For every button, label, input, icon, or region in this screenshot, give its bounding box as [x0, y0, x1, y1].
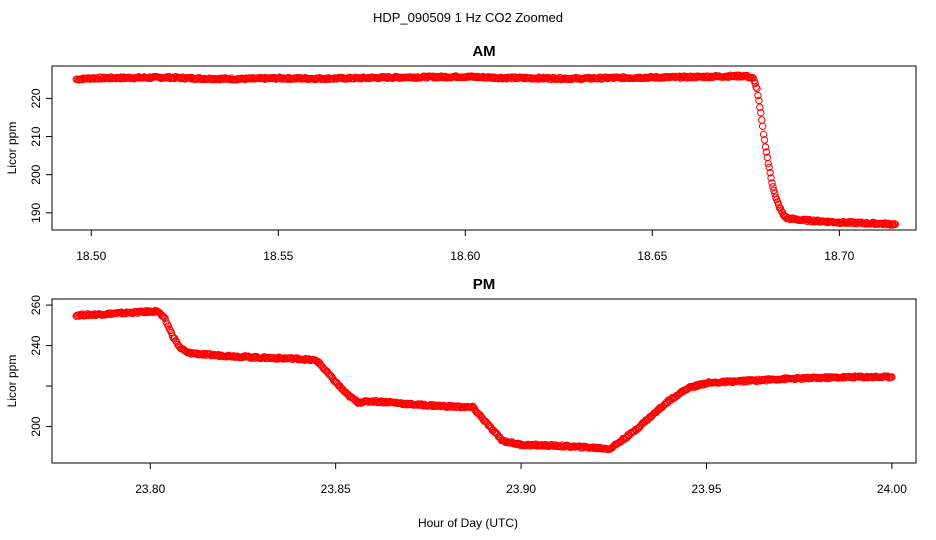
am-data-point	[766, 168, 774, 177]
am-panel-title: AM	[472, 43, 495, 60]
pm-data-point	[160, 313, 168, 321]
pm-data-point	[150, 307, 159, 316]
am-data-point	[752, 83, 760, 91]
pm-y-axis: 200 240 260	[29, 295, 53, 437]
am-data-point	[757, 109, 765, 117]
am-y-axis-label: Licor ppm	[5, 122, 19, 175]
am-x-tick-label: 18.50	[76, 249, 106, 263]
am-x-axis: 18.50 18.55 18.60 18.65 18.70	[76, 229, 855, 263]
pm-x-tick-label: 23.85	[321, 482, 351, 496]
am-x-tick-label: 18.65	[637, 249, 667, 263]
pm-data-point	[159, 312, 167, 320]
am-y-tick-label: 200	[29, 164, 43, 184]
pm-y-axis-label: Licor ppm	[5, 355, 19, 408]
figure-title: HDP_090509 1 Hz CO2 Zoomed	[373, 10, 563, 25]
am-x-tick-label: 18.55	[263, 249, 293, 263]
pm-data-point	[888, 373, 896, 381]
am-y-axis: 190 200 210 220	[29, 88, 53, 223]
pm-data-points	[72, 306, 896, 454]
am-data-point	[764, 159, 772, 168]
am-data-point	[891, 220, 900, 228]
am-data-point	[762, 148, 771, 156]
am-panel: AM Licor ppm 18.50 18.55 18.60 18.65 18.70 1…	[5, 43, 917, 263]
pm-data-point	[165, 325, 174, 333]
am-data-point	[751, 79, 759, 88]
am-y-tick-label: 220	[29, 88, 43, 108]
am-data-points	[72, 71, 900, 229]
am-y-tick-label: 190	[29, 203, 43, 223]
am-data-point	[753, 84, 761, 93]
am-data-point	[754, 91, 762, 100]
am-data-point	[756, 103, 764, 111]
pm-data-point	[884, 372, 892, 380]
pm-x-axis: 23.80 23.85 23.90 23.95 24.00	[135, 462, 907, 496]
am-data-point	[760, 136, 769, 144]
am-data-point	[774, 200, 783, 209]
am-x-tick-label: 18.60	[450, 249, 480, 263]
pm-panel-title: PM	[473, 276, 496, 293]
x-axis-label: Hour of Day (UTC)	[418, 516, 518, 530]
am-data-point	[768, 179, 776, 187]
am-data-point	[765, 163, 773, 172]
pm-x-tick-label: 24.00	[877, 482, 907, 496]
am-data-point	[767, 174, 775, 182]
am-data-point	[761, 143, 770, 151]
pm-data-point	[173, 337, 181, 346]
am-data-point	[770, 186, 778, 195]
am-y-tick-label: 210	[29, 126, 43, 146]
pm-y-tick-label: 240	[29, 335, 43, 355]
am-data-point	[769, 183, 777, 191]
pm-x-tick-label: 23.80	[135, 482, 165, 496]
pm-panel: PM Licor ppm 23.80 23.85 23.90 23.95 24.00 2…	[5, 276, 917, 496]
am-data-point	[886, 221, 894, 229]
am-data-point	[758, 122, 767, 130]
pm-y-tick-label: 200	[29, 416, 43, 436]
pm-y-tick-label: 260	[29, 295, 43, 315]
pm-data-point	[164, 322, 172, 330]
pm-x-tick-label: 23.90	[506, 482, 536, 496]
pm-x-tick-label: 23.95	[691, 482, 721, 496]
am-x-tick-label: 18.70	[824, 249, 854, 263]
am-data-point	[759, 130, 768, 139]
